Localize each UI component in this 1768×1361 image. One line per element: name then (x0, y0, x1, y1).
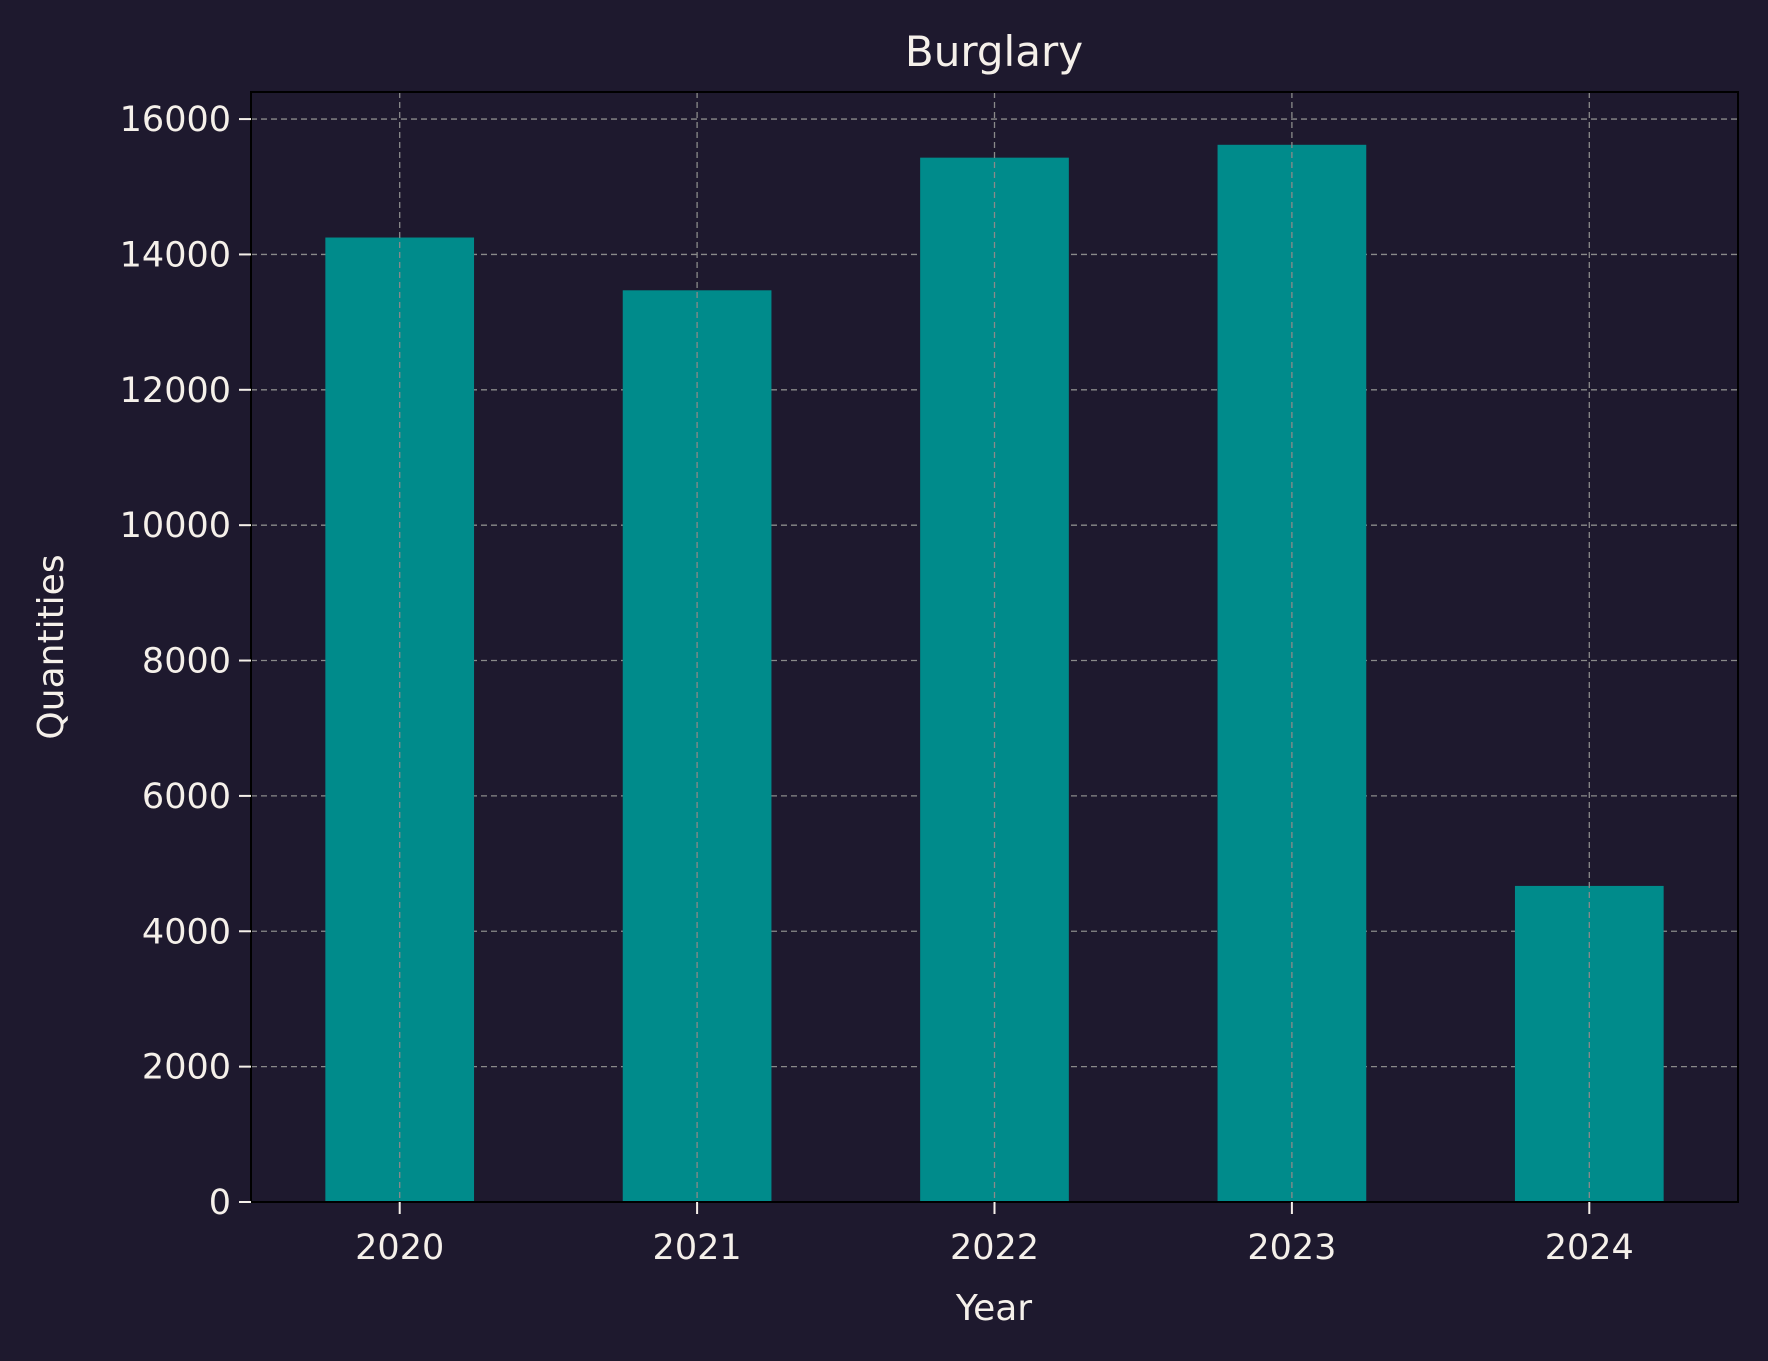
bar-2020 (325, 237, 475, 1202)
y-axis-ticks: 0 2000 4000 6000 8000 10000 12000 14000 16000 (120, 100, 251, 1223)
x-axis-ticks: 2020 2021 2022 2023 2024 (355, 1202, 1634, 1268)
y-tick-label: 14000 (120, 235, 231, 275)
x-tick-label: 2022 (950, 1228, 1039, 1268)
y-tick-label: 4000 (142, 912, 231, 952)
x-tick-label: 2024 (1545, 1228, 1634, 1268)
y-axis-title: Quantities (31, 554, 72, 739)
x-tick-label: 2020 (355, 1228, 444, 1268)
y-tick-label: 6000 (142, 777, 231, 817)
x-axis-title: Year (955, 1288, 1032, 1329)
y-tick-label: 16000 (120, 100, 231, 140)
x-tick-label: 2021 (653, 1228, 742, 1268)
y-tick-label: 2000 (142, 1048, 231, 1088)
y-tick-label: 8000 (142, 642, 231, 682)
x-tick-label: 2023 (1247, 1228, 1336, 1268)
y-tick-label: 10000 (120, 506, 231, 546)
chart-title: Burglary (905, 27, 1083, 76)
y-tick-label: 0 (209, 1183, 231, 1223)
vertical-grid-lines (399, 92, 1590, 1202)
y-tick-label: 12000 (120, 371, 231, 411)
